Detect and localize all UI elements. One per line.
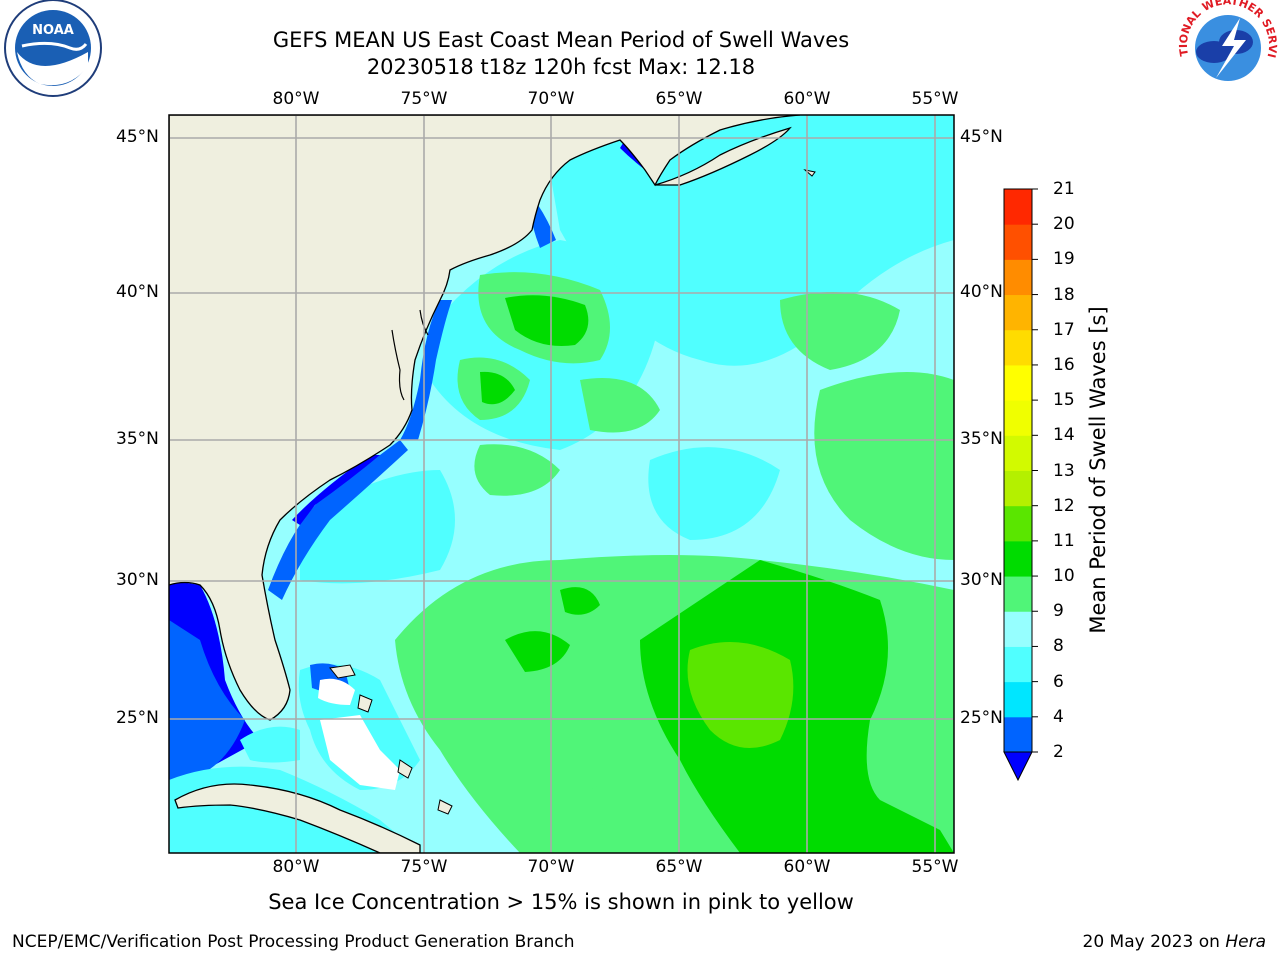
colorbar-segment <box>1004 540 1032 577</box>
colorbar-tick-label: 8 <box>1053 636 1064 657</box>
colorbar-segment <box>1004 470 1032 507</box>
colorbar-tick-label: 2 <box>1053 742 1064 762</box>
lat-label-left: 35°N <box>116 429 159 449</box>
colorbar-under-triangle <box>1003 751 1033 782</box>
colorbar-segment <box>1004 435 1032 471</box>
colorbar-segment <box>1004 505 1032 542</box>
lon-label-bottom: 65°W <box>655 857 703 877</box>
colorbar-tick-label: 4 <box>1053 706 1064 727</box>
lat-label-right: 45°N <box>960 127 1003 147</box>
colorbar-segment <box>1004 400 1032 436</box>
lon-label-top: 65°W <box>655 89 703 109</box>
graticule <box>169 115 954 853</box>
colorbar-tick-label: 19 <box>1053 249 1075 270</box>
lon-label-top: 75°W <box>400 89 448 109</box>
lon-label-top: 55°W <box>911 89 959 109</box>
colorbar-segment <box>1004 646 1032 683</box>
map-subtitle: 20230518 t18z 120h fcst Max: 12.18 <box>366 55 756 79</box>
lat-label-left: 40°N <box>116 282 159 302</box>
colorbar-tick-label: 15 <box>1053 390 1075 411</box>
colorbar-label: Mean Period of Swell Waves [s] <box>1086 306 1110 634</box>
colorbar-tick-label: 13 <box>1053 460 1075 481</box>
colorbar-segment <box>1004 364 1032 401</box>
map-frame <box>168 114 955 854</box>
nws-logo: NATIONAL WEATHER SERVICE <box>0 0 1279 96</box>
colorbar-tick-label: 6 <box>1053 671 1064 692</box>
lon-label-top: 60°W <box>783 89 831 109</box>
colorbar-tick-label: 18 <box>1053 284 1075 305</box>
colorbar-segment <box>1004 224 1032 260</box>
colorbar-segment <box>1004 329 1032 366</box>
noaa-logo: NOAA <box>4 0 102 97</box>
colorbar-tick-label: 10 <box>1053 566 1075 587</box>
lat-label-left: 45°N <box>116 127 159 147</box>
colorbar-tick-label: 12 <box>1053 495 1075 516</box>
colorbar-segment <box>1004 681 1032 718</box>
lon-label-bottom: 70°W <box>527 857 575 877</box>
lat-label-right: 40°N <box>960 282 1003 302</box>
lon-label-bottom: 75°W <box>400 857 448 877</box>
colorbar-segment <box>1004 611 1032 647</box>
machine-name: Hera <box>1225 932 1266 952</box>
colorbar-segment <box>1004 716 1032 753</box>
lat-label-left: 25°N <box>116 708 159 728</box>
lat-label-left: 30°N <box>116 570 159 590</box>
credit-text: NCEP/EMC/Verification Post Processing Pr… <box>12 932 575 952</box>
date-stamp: 20 May 2023 on Hera <box>1083 932 1267 952</box>
colorbar-segment <box>1004 294 1032 331</box>
colorbar-segment <box>1004 189 1032 225</box>
lon-label-top: 70°W <box>527 89 575 109</box>
colorbar-segment <box>1004 259 1032 296</box>
colorbar <box>1003 188 1038 782</box>
lon-label-bottom: 80°W <box>272 857 320 877</box>
lat-label-right: 35°N <box>960 429 1003 449</box>
svg-text:NATIONAL WEATHER SERVICE: NATIONAL WEATHER SERVICE <box>0 0 1279 59</box>
colorbar-tick-label: 14 <box>1053 425 1075 446</box>
colorbar-tick-label: 16 <box>1053 354 1075 375</box>
colorbar-tick-label: 11 <box>1053 530 1075 551</box>
lon-label-bottom: 55°W <box>911 857 959 877</box>
cuba-land <box>174 783 421 853</box>
lon-label-top: 80°W <box>272 89 320 109</box>
lon-label-bottom: 60°W <box>783 857 831 877</box>
colorbar-tick-label: 20 <box>1053 214 1075 235</box>
svg-text:NOAA: NOAA <box>32 23 74 38</box>
colorbar-segment <box>1004 576 1032 612</box>
colorbar-tick-label: 17 <box>1053 319 1075 340</box>
lat-label-right: 30°N <box>960 570 1003 590</box>
lat-label-right: 25°N <box>960 708 1003 728</box>
colorbar-tick-label: 21 <box>1053 179 1075 199</box>
map-area <box>169 115 954 853</box>
date-text: 20 May 2023 on <box>1082 932 1226 952</box>
sea-ice-note: Sea Ice Concentration > 15% is shown in … <box>268 890 854 914</box>
colorbar-tick-label: 9 <box>1053 601 1064 622</box>
map-title: GEFS MEAN US East Coast Mean Period of S… <box>272 28 850 52</box>
